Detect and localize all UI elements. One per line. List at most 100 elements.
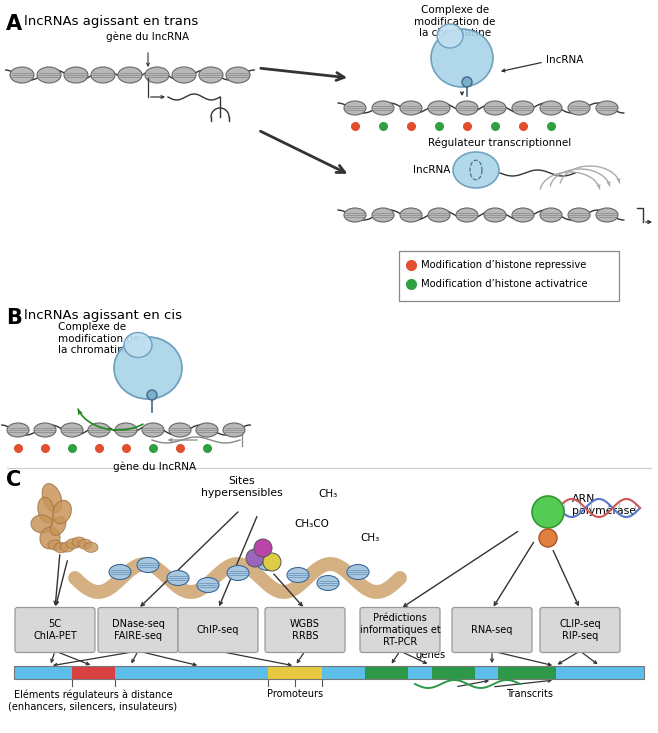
Ellipse shape bbox=[512, 208, 534, 222]
Ellipse shape bbox=[540, 208, 562, 222]
Ellipse shape bbox=[431, 29, 493, 87]
Ellipse shape bbox=[428, 208, 450, 222]
Ellipse shape bbox=[372, 101, 394, 115]
FancyBboxPatch shape bbox=[360, 608, 440, 652]
Text: DNase-seq
FAIRE-seq: DNase-seq FAIRE-seq bbox=[112, 619, 164, 641]
Ellipse shape bbox=[88, 423, 110, 437]
Ellipse shape bbox=[145, 67, 169, 83]
Bar bbox=[432, 666, 475, 679]
Bar bbox=[72, 666, 115, 679]
Text: lncRNA: lncRNA bbox=[546, 55, 584, 65]
Bar bbox=[408, 666, 432, 679]
Text: C: C bbox=[6, 470, 21, 490]
FancyBboxPatch shape bbox=[178, 608, 258, 652]
Ellipse shape bbox=[437, 24, 463, 48]
Bar bbox=[556, 666, 644, 679]
Bar bbox=[14, 666, 72, 679]
Text: gènes: gènes bbox=[416, 649, 446, 660]
Ellipse shape bbox=[10, 67, 34, 83]
Ellipse shape bbox=[109, 564, 131, 580]
FancyBboxPatch shape bbox=[15, 608, 95, 652]
Text: Transcrits: Transcrits bbox=[507, 689, 553, 699]
Bar bbox=[365, 666, 408, 679]
Ellipse shape bbox=[34, 423, 56, 437]
Text: B: B bbox=[6, 308, 22, 328]
Ellipse shape bbox=[428, 101, 450, 115]
FancyBboxPatch shape bbox=[265, 608, 345, 652]
Ellipse shape bbox=[227, 565, 249, 581]
Bar bbox=[115, 666, 268, 679]
Ellipse shape bbox=[38, 497, 54, 523]
Ellipse shape bbox=[596, 101, 618, 115]
Ellipse shape bbox=[540, 101, 562, 115]
Text: CLIP-seq
RIP-seq: CLIP-seq RIP-seq bbox=[559, 619, 601, 641]
Text: CH₃: CH₃ bbox=[361, 533, 380, 543]
Ellipse shape bbox=[118, 67, 142, 83]
Bar bbox=[498, 666, 556, 679]
Ellipse shape bbox=[169, 423, 191, 437]
Text: Eléments régulateurs à distance
(enhancers, silencers, insulateurs): Eléments régulateurs à distance (enhance… bbox=[9, 689, 178, 711]
Ellipse shape bbox=[197, 578, 219, 592]
Ellipse shape bbox=[91, 67, 115, 83]
Text: Complexe de
modification de
la chromatine: Complexe de modification de la chromatin… bbox=[415, 5, 495, 38]
Bar bbox=[14, 666, 644, 679]
Circle shape bbox=[254, 539, 272, 557]
Circle shape bbox=[532, 496, 564, 528]
Ellipse shape bbox=[223, 423, 245, 437]
Ellipse shape bbox=[172, 67, 196, 83]
Text: Sites
hypersensibles: Sites hypersensibles bbox=[201, 476, 283, 498]
FancyBboxPatch shape bbox=[452, 608, 532, 652]
Ellipse shape bbox=[66, 539, 80, 549]
Text: Promoteurs: Promoteurs bbox=[267, 689, 323, 699]
Ellipse shape bbox=[287, 567, 309, 583]
Text: Régulateur transcriptionnel: Régulateur transcriptionnel bbox=[428, 138, 572, 149]
Text: Modification d’histone activatrice: Modification d’histone activatrice bbox=[421, 279, 588, 289]
Ellipse shape bbox=[115, 423, 137, 437]
Text: A: A bbox=[6, 14, 22, 34]
Text: RNA-seq: RNA-seq bbox=[471, 625, 513, 635]
Ellipse shape bbox=[568, 208, 590, 222]
Text: Prédictions
informatiques et
RT-PCR: Prédictions informatiques et RT-PCR bbox=[360, 614, 440, 647]
Ellipse shape bbox=[400, 101, 422, 115]
Text: gène du lncRNA: gène du lncRNA bbox=[107, 32, 190, 42]
Text: lncRNAs agissant en trans: lncRNAs agissant en trans bbox=[24, 15, 198, 28]
Ellipse shape bbox=[40, 527, 60, 549]
Ellipse shape bbox=[42, 484, 62, 512]
Ellipse shape bbox=[37, 67, 61, 83]
Ellipse shape bbox=[137, 558, 159, 572]
Text: Modification d’histone repressive: Modification d’histone repressive bbox=[421, 260, 586, 270]
Ellipse shape bbox=[78, 539, 92, 549]
Text: ARN
polymérase: ARN polymérase bbox=[572, 494, 636, 516]
Ellipse shape bbox=[344, 101, 366, 115]
Ellipse shape bbox=[456, 101, 478, 115]
Ellipse shape bbox=[347, 564, 369, 580]
Ellipse shape bbox=[54, 543, 68, 553]
Ellipse shape bbox=[142, 423, 164, 437]
Ellipse shape bbox=[196, 423, 218, 437]
Ellipse shape bbox=[199, 67, 223, 83]
Circle shape bbox=[246, 549, 264, 567]
Ellipse shape bbox=[124, 333, 152, 358]
Ellipse shape bbox=[484, 208, 506, 222]
Ellipse shape bbox=[50, 517, 66, 535]
Ellipse shape bbox=[453, 152, 499, 188]
Text: lncRNA: lncRNA bbox=[413, 165, 450, 175]
Circle shape bbox=[539, 529, 557, 547]
Ellipse shape bbox=[64, 67, 88, 83]
Text: lncRNAs agissant en cis: lncRNAs agissant en cis bbox=[24, 309, 182, 322]
Ellipse shape bbox=[484, 101, 506, 115]
Text: gène du lncRNA: gène du lncRNA bbox=[113, 462, 197, 473]
Circle shape bbox=[462, 77, 472, 87]
Ellipse shape bbox=[114, 337, 182, 399]
Ellipse shape bbox=[344, 208, 366, 222]
Ellipse shape bbox=[568, 101, 590, 115]
Ellipse shape bbox=[257, 556, 279, 570]
Ellipse shape bbox=[31, 515, 53, 533]
Ellipse shape bbox=[72, 537, 86, 547]
FancyBboxPatch shape bbox=[98, 608, 178, 652]
Bar bbox=[475, 666, 498, 679]
Ellipse shape bbox=[7, 423, 29, 437]
Text: Complexe de
modification de
la chromatine: Complexe de modification de la chromatin… bbox=[58, 322, 139, 356]
Ellipse shape bbox=[53, 501, 72, 523]
Ellipse shape bbox=[226, 67, 250, 83]
